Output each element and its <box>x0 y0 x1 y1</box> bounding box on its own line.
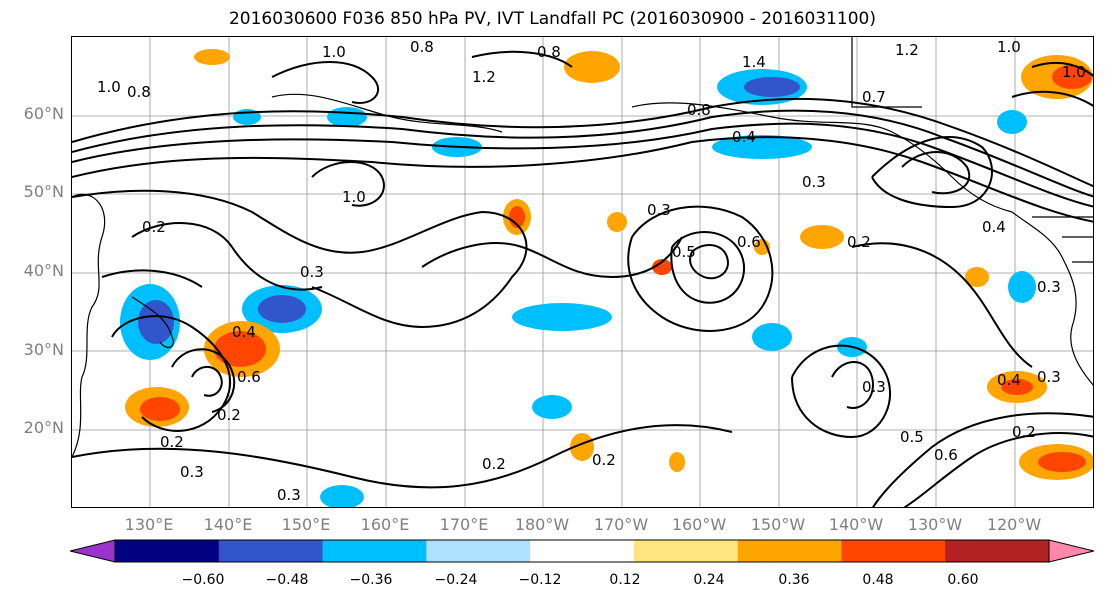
contour-label: 0.3 <box>1037 278 1061 296</box>
contour-label-layer: 1.0 0.8 1.2 0.8 1.4 1.2 1.0 1.0 0.8 1.0 … <box>97 38 1086 504</box>
contour-label: 0.2 <box>1012 423 1036 441</box>
lat-label: 20°N <box>23 418 64 437</box>
contour-label: 0.2 <box>160 433 184 451</box>
contour-label: 0.3 <box>862 378 886 396</box>
contour-label: 0.2 <box>592 451 616 469</box>
lon-label: 130°W <box>907 515 963 534</box>
contour-label: 0.8 <box>687 101 711 119</box>
colorbar-tick: −0.24 <box>434 572 478 588</box>
map-canvas: 1.0 0.8 1.2 0.8 1.4 1.2 1.0 1.0 0.8 1.0 … <box>72 37 1093 507</box>
colorbar-tick: −0.48 <box>265 572 309 588</box>
contour-label: 0.4 <box>732 128 756 146</box>
pv-contours <box>72 50 1093 507</box>
colorbar-segment <box>633 540 739 562</box>
colorbar-tick: 0.24 <box>693 572 725 588</box>
contour-label: 0.2 <box>847 233 871 251</box>
contour-label: 0.6 <box>237 368 261 386</box>
coastlines <box>72 37 1093 458</box>
lat-label: 50°N <box>23 182 64 201</box>
lat-label: 40°N <box>23 261 64 280</box>
contour-label: 0.3 <box>647 201 671 219</box>
contour-label: 1.2 <box>895 41 919 59</box>
colorbar-segment <box>218 540 324 562</box>
contour-label: 0.3 <box>277 486 301 504</box>
contour-label: 0.8 <box>410 38 434 56</box>
colorbar-tick: 0.36 <box>778 572 810 588</box>
lon-label: 170°W <box>593 515 649 534</box>
contour-label: 1.0 <box>342 188 366 206</box>
contour-label: 0.8 <box>127 83 151 101</box>
contour-label: 0.6 <box>737 233 761 251</box>
lon-label: 180°W <box>514 515 570 534</box>
colorbar-segment <box>322 540 427 562</box>
lon-label: 140°W <box>828 515 884 534</box>
contour-label: 1.0 <box>997 38 1021 56</box>
contour-label: 0.2 <box>217 406 241 424</box>
contour-label: 0.4 <box>232 323 256 341</box>
lon-label: 140°E <box>203 515 253 534</box>
lat-label: 30°N <box>23 340 64 359</box>
lon-label: 150°W <box>750 515 806 534</box>
colorbar-segment <box>737 540 842 562</box>
contour-label: 1.0 <box>97 78 121 96</box>
map-panel: 1.0 0.8 1.2 0.8 1.4 1.2 1.0 1.0 0.8 1.0 … <box>71 36 1094 508</box>
contour-label: 0.3 <box>1037 368 1061 386</box>
colorbar-extend-high <box>1048 539 1094 563</box>
lat-label: 60°N <box>23 104 64 123</box>
colorbar-tick: 0.60 <box>947 572 979 588</box>
colorbar-tick: −0.60 <box>181 572 225 588</box>
contour-label: 0.8 <box>537 43 561 61</box>
colorbar <box>70 539 1094 563</box>
lon-label: 170°E <box>439 515 489 534</box>
contour-label: 0.6 <box>934 446 958 464</box>
contour-label: 1.2 <box>472 68 496 86</box>
contour-label: 0.3 <box>180 463 204 481</box>
lon-label: 160°E <box>360 515 410 534</box>
contour-label: 0.5 <box>672 243 696 261</box>
colorbar-segment <box>426 540 531 562</box>
map-title: 2016030600 F036 850 hPa PV, IVT Landfall… <box>228 9 876 29</box>
colorbar-extend-low <box>70 539 116 563</box>
contour-label: 0.4 <box>982 218 1006 236</box>
colorbar-tick: 0.12 <box>609 572 641 588</box>
colorbar-tick: −0.12 <box>518 572 562 588</box>
colorbar-tick: −0.36 <box>349 572 393 588</box>
contour-label: 0.2 <box>142 218 166 236</box>
contour-label: 0.4 <box>997 371 1021 389</box>
contour-label: 1.0 <box>322 43 346 61</box>
contour-label: 1.4 <box>742 53 766 71</box>
contour-label: 0.7 <box>862 88 886 106</box>
contour-label: 0.5 <box>900 428 924 446</box>
colorbar-segment <box>115 540 220 562</box>
lon-label: 160°W <box>671 515 727 534</box>
contour-label: 1.0 <box>1062 63 1086 81</box>
lon-label: 150°E <box>281 515 331 534</box>
lon-label: 120°W <box>986 515 1042 534</box>
contour-label: 0.3 <box>802 173 826 191</box>
colorbar-segment <box>530 540 635 562</box>
contour-label: 0.2 <box>482 455 506 473</box>
colorbar-segment <box>841 540 946 562</box>
ivt-shading <box>120 49 1093 507</box>
colorbar-segment <box>945 540 1050 562</box>
contour-label: 0.3 <box>300 263 324 281</box>
lon-label: 130°E <box>124 515 174 534</box>
colorbar-tick: 0.48 <box>862 572 894 588</box>
graticule <box>72 37 1093 507</box>
